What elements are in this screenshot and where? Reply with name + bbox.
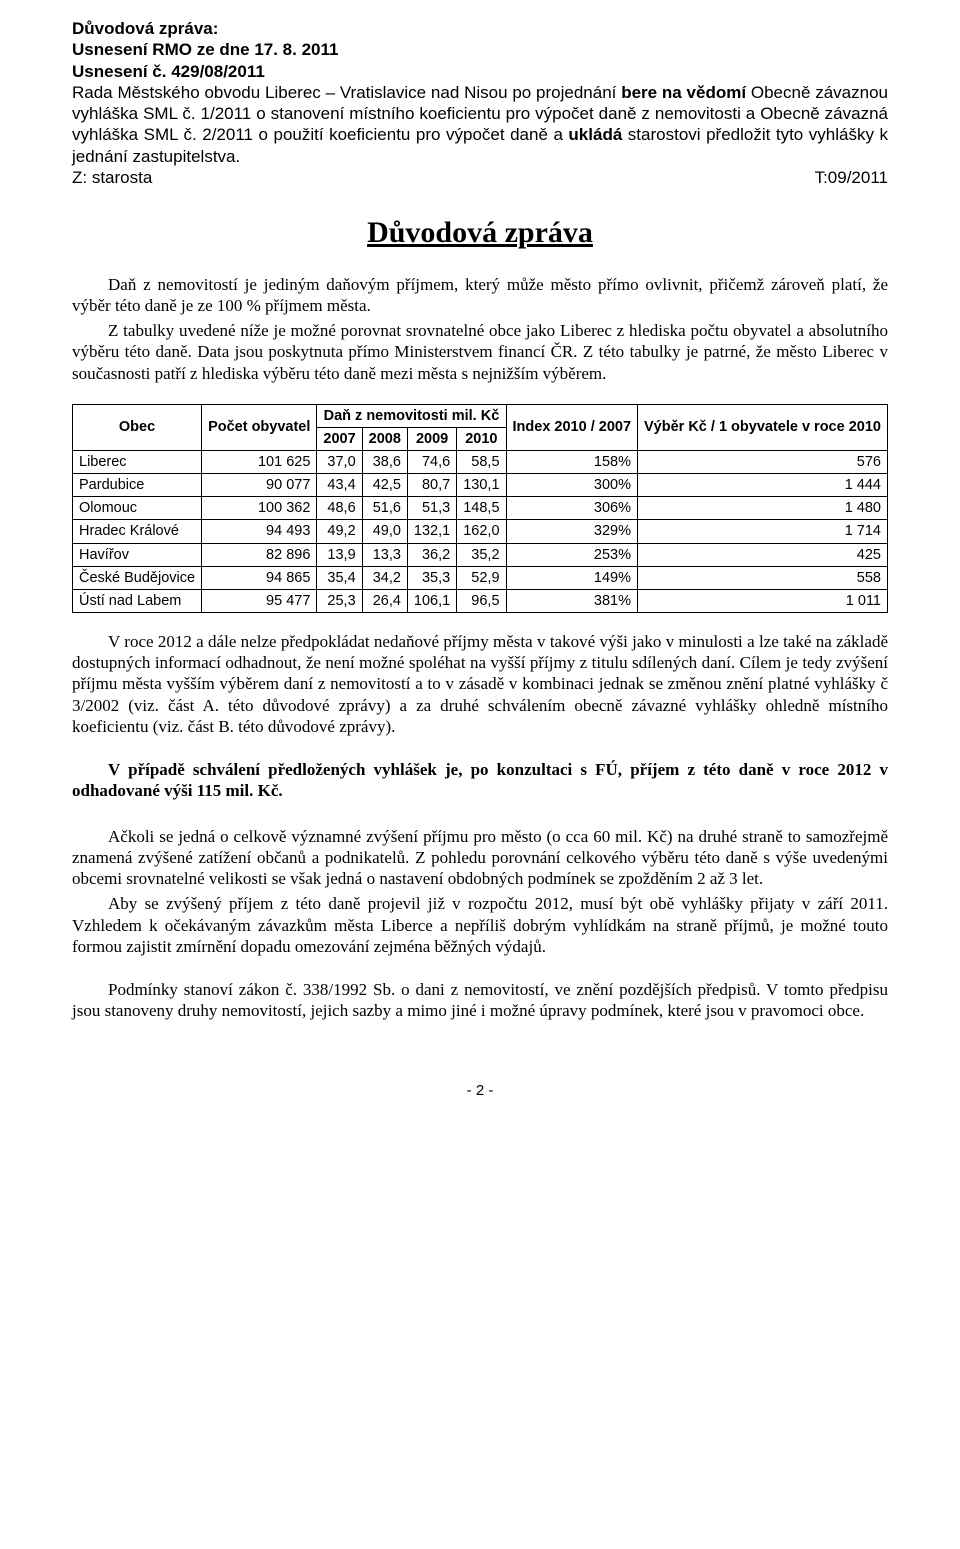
- th-dan: Daň z nemovitosti mil. Kč: [317, 404, 506, 427]
- cell-obec: Pardubice: [73, 474, 202, 497]
- header-bold-2: ukládá: [568, 125, 622, 144]
- cell-obec: Ústí nad Labem: [73, 589, 202, 612]
- paragraph-1: Daň z nemovitostí je jediným daňovým pří…: [72, 274, 888, 317]
- cell-vyber: 1 444: [638, 474, 888, 497]
- cell-vyber: 1 480: [638, 497, 888, 520]
- paragraph-7: Podmínky stanoví zákon č. 338/1992 Sb. o…: [72, 979, 888, 1022]
- th-2007: 2007: [317, 427, 362, 450]
- cell-index: 306%: [506, 497, 637, 520]
- cell-2007: 49,2: [317, 520, 362, 543]
- cell-obec: Liberec: [73, 451, 202, 474]
- cell-index: 329%: [506, 520, 637, 543]
- cell-2010: 52,9: [457, 566, 506, 589]
- cell-2010: 148,5: [457, 497, 506, 520]
- cell-2009: 80,7: [407, 474, 456, 497]
- cell-2007: 37,0: [317, 451, 362, 474]
- cell-2010: 96,5: [457, 589, 506, 612]
- th-obec: Obec: [73, 404, 202, 450]
- cell-2010: 162,0: [457, 520, 506, 543]
- cell-index: 158%: [506, 451, 637, 474]
- cell-2008: 49,0: [362, 520, 407, 543]
- page-number: - 2 -: [72, 1082, 888, 1101]
- cell-2009: 106,1: [407, 589, 456, 612]
- cell-vyber: 1 714: [638, 520, 888, 543]
- cell-2007: 25,3: [317, 589, 362, 612]
- paragraph-6: Aby se zvýšený příjem z této daně projev…: [72, 893, 888, 957]
- cell-vyber: 1 011: [638, 589, 888, 612]
- cell-2008: 51,6: [362, 497, 407, 520]
- header-paragraph: Rada Městského obvodu Liberec – Vratisla…: [72, 82, 888, 167]
- cell-obec: České Budějovice: [73, 566, 202, 589]
- cell-2009: 36,2: [407, 543, 456, 566]
- cell-2009: 35,3: [407, 566, 456, 589]
- table-row: Havířov82 89613,913,336,235,2253%425: [73, 543, 888, 566]
- paragraph-2: Z tabulky uvedené níže je možné porovnat…: [72, 320, 888, 384]
- cell-obec: Hradec Králové: [73, 520, 202, 543]
- paragraph-5: Ačkoli se jedná o celkově významné zvýše…: [72, 826, 888, 890]
- table-row: Ústí nad Labem95 47725,326,4106,196,5381…: [73, 589, 888, 612]
- cell-2007: 43,4: [317, 474, 362, 497]
- table-row: České Budějovice94 86535,434,235,352,914…: [73, 566, 888, 589]
- header-line-2: Usnesení RMO ze dne 17. 8. 2011: [72, 39, 888, 60]
- cell-2008: 26,4: [362, 589, 407, 612]
- cell-pocet: 82 896: [202, 543, 317, 566]
- cell-2007: 48,6: [317, 497, 362, 520]
- t-date: T:09/2011: [815, 167, 888, 188]
- cell-index: 253%: [506, 543, 637, 566]
- cell-index: 149%: [506, 566, 637, 589]
- header-bold-1: bere na vědomí: [621, 83, 746, 102]
- cell-pocet: 100 362: [202, 497, 317, 520]
- cell-vyber: 425: [638, 543, 888, 566]
- cell-index: 381%: [506, 589, 637, 612]
- cell-2009: 51,3: [407, 497, 456, 520]
- table-row: Pardubice90 07743,442,580,7130,1300%1 44…: [73, 474, 888, 497]
- cell-2008: 13,3: [362, 543, 407, 566]
- cell-pocet: 90 077: [202, 474, 317, 497]
- cell-vyber: 558: [638, 566, 888, 589]
- cell-2008: 38,6: [362, 451, 407, 474]
- table-row: Liberec101 62537,038,674,658,5158%576: [73, 451, 888, 474]
- th-index: Index 2010 / 2007: [506, 404, 637, 450]
- header-text-pre: Rada Městského obvodu Liberec – Vratisla…: [72, 83, 621, 102]
- th-2009: 2009: [407, 427, 456, 450]
- cell-2008: 34,2: [362, 566, 407, 589]
- cell-2007: 13,9: [317, 543, 362, 566]
- cell-vyber: 576: [638, 451, 888, 474]
- paragraph-3: V roce 2012 a dále nelze předpokládat ne…: [72, 631, 888, 737]
- z-starosta: Z: starosta: [72, 167, 152, 188]
- th-vyber: Výběr Kč / 1 obyvatele v roce 2010: [638, 404, 888, 450]
- cell-2010: 58,5: [457, 451, 506, 474]
- cell-2010: 35,2: [457, 543, 506, 566]
- cell-2010: 130,1: [457, 474, 506, 497]
- table-row: Olomouc100 36248,651,651,3148,5306%1 480: [73, 497, 888, 520]
- header-line-3: Usnesení č. 429/08/2011: [72, 61, 888, 82]
- cell-pocet: 94 493: [202, 520, 317, 543]
- comparison-table: Obec Počet obyvatel Daň z nemovitosti mi…: [72, 404, 888, 613]
- cell-2009: 74,6: [407, 451, 456, 474]
- th-2008: 2008: [362, 427, 407, 450]
- cell-pocet: 101 625: [202, 451, 317, 474]
- th-2010: 2010: [457, 427, 506, 450]
- page: Důvodová zpráva: Usnesení RMO ze dne 17.…: [0, 0, 960, 1140]
- paragraph-4: V případě schválení předložených vyhláše…: [72, 759, 888, 802]
- zt-line: Z: starosta T:09/2011: [72, 167, 888, 188]
- cell-obec: Olomouc: [73, 497, 202, 520]
- cell-index: 300%: [506, 474, 637, 497]
- th-pocet: Počet obyvatel: [202, 404, 317, 450]
- table-row: Hradec Králové94 49349,249,0132,1162,032…: [73, 520, 888, 543]
- page-title: Důvodová zpráva: [72, 214, 888, 252]
- cell-pocet: 94 865: [202, 566, 317, 589]
- cell-2008: 42,5: [362, 474, 407, 497]
- cell-2007: 35,4: [317, 566, 362, 589]
- cell-2009: 132,1: [407, 520, 456, 543]
- cell-obec: Havířov: [73, 543, 202, 566]
- cell-pocet: 95 477: [202, 589, 317, 612]
- header-line-1: Důvodová zpráva:: [72, 18, 888, 39]
